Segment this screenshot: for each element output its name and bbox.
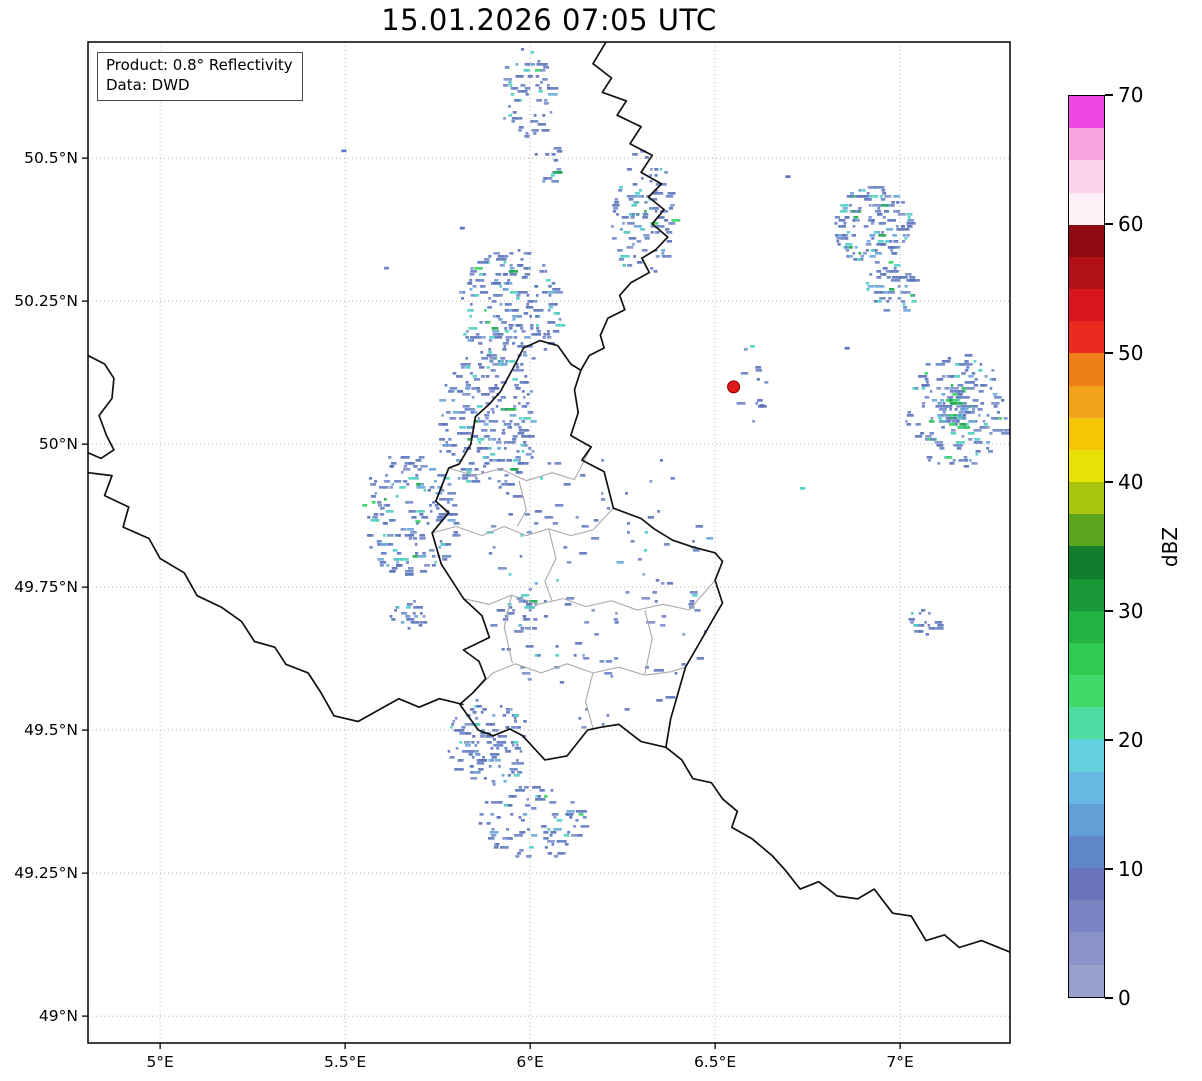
colorbar-tickmark [1105, 223, 1113, 225]
colorbar-band [1069, 192, 1104, 225]
colorbar-tickmark [1105, 997, 1113, 999]
colorbar-tickmark [1105, 610, 1113, 612]
radar-site-marker [727, 380, 741, 394]
colorbar-tickmark [1105, 868, 1113, 870]
colorbar-band [1069, 224, 1104, 257]
colorbar-band [1069, 353, 1104, 386]
y-tick-label: 49.75°N [14, 578, 78, 596]
colorbar-tick-label-20: 20 [1118, 728, 1144, 752]
y-tick-label: 50.5°N [24, 149, 78, 167]
colorbar-band [1069, 610, 1104, 643]
colorbar-tick-label-0: 0 [1118, 986, 1131, 1010]
colorbar-tick-label-10: 10 [1118, 857, 1144, 881]
colorbar-band [1069, 289, 1104, 322]
product-info-box: Product: 0.8° Reflectivity Data: DWD [97, 52, 303, 101]
colorbar-band [1069, 707, 1104, 740]
x-tick-label: 7°E [886, 1053, 913, 1071]
x-tick-label: 6°E [516, 1053, 543, 1071]
colorbar-tick-label-30: 30 [1118, 599, 1144, 623]
colorbar-label: dBZ [1158, 526, 1182, 568]
colorbar-band [1069, 128, 1104, 161]
y-tick-label: 49°N [39, 1007, 78, 1025]
y-tick-label: 49.5°N [24, 721, 78, 739]
graticule [88, 42, 1010, 1043]
country-borders [88, 42, 1010, 953]
colorbar-tick-label-50: 50 [1118, 341, 1144, 365]
radar-echo-layer [341, 48, 1010, 858]
colorbar-band [1069, 417, 1104, 450]
colorbar-band [1069, 96, 1104, 129]
colorbar-band [1069, 514, 1104, 547]
colorbar-band [1069, 964, 1104, 997]
x-tick-label: 5.5°E [324, 1053, 366, 1071]
colorbar-tick-label-70: 70 [1118, 83, 1144, 107]
x-tick-label: 6.5°E [694, 1053, 736, 1071]
colorbar-band [1069, 546, 1104, 579]
colorbar-tick-label-40: 40 [1118, 470, 1144, 494]
axis-ticks [82, 157, 901, 1049]
figure-title: 15.01.2026 07:05 UTC [381, 3, 717, 37]
colorbar-band [1069, 675, 1104, 708]
colorbar-tick-label-60: 60 [1118, 212, 1144, 236]
colorbar [1068, 95, 1105, 998]
colorbar-band [1069, 642, 1104, 676]
colorbar-band [1069, 835, 1104, 869]
colorbar-band [1069, 449, 1104, 483]
colorbar-tickmark [1105, 352, 1113, 354]
colorbar-tickmark [1105, 481, 1113, 483]
colorbar-band [1069, 803, 1104, 836]
colorbar-band [1069, 900, 1104, 933]
colorbar-band [1069, 385, 1104, 418]
axis-tick-labels: 5°E 5.5°E 6°E 6.5°E 7°E 49°N 49.25°N 49.5°N 49.7… [14, 149, 914, 1071]
colorbar-band [1069, 482, 1104, 515]
colorbar-band [1069, 771, 1104, 804]
data-source-label: Data: DWD [106, 75, 190, 94]
y-tick-label: 50.25°N [14, 292, 78, 310]
colorbar-band [1069, 932, 1104, 965]
product-label: Product: 0.8° Reflectivity [106, 56, 293, 74]
colorbar-band [1069, 868, 1104, 901]
admin-borders [431, 446, 716, 729]
colorbar-band [1069, 321, 1104, 354]
colorbar-tickmark [1105, 739, 1113, 741]
colorbar-band [1069, 578, 1104, 611]
y-tick-label: 49.25°N [14, 864, 78, 882]
colorbar-tickmark [1105, 94, 1113, 96]
x-tick-label: 5°E [146, 1053, 173, 1071]
colorbar-band [1069, 160, 1104, 193]
map-frame [87, 41, 1011, 1044]
colorbar-band [1069, 739, 1104, 772]
colorbar-band [1069, 256, 1104, 290]
y-tick-label: 50°N [39, 435, 78, 453]
